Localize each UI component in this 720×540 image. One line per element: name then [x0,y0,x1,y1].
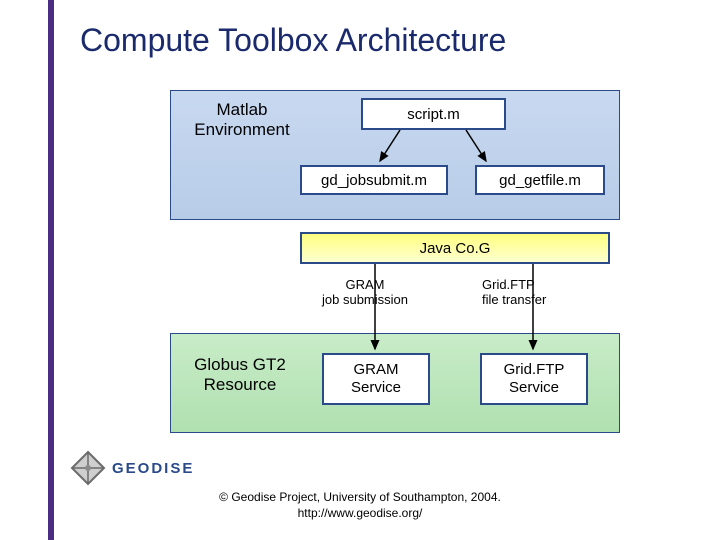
box-script: script.m [361,98,506,130]
box-javacog: Java Co.G [300,232,610,264]
box-gram-service: GRAM Service [322,353,430,405]
logo-text: GEODISE [112,460,194,477]
footer-logo: GEODISE [70,450,194,486]
left-rule [48,0,54,540]
matlab-label: Matlab Environment [182,100,302,141]
globus-label: Globus GT2 Resource [175,355,305,396]
box-jobsubmit: gd_jobsubmit.m [300,165,448,195]
copyright-line2: http://www.geodise.org/ [0,506,720,522]
label-gram-submission: GRAM job submission [300,278,430,308]
box-gridftp-service: Grid.FTP Service [480,353,588,405]
copyright-line1: © Geodise Project, University of Southam… [0,490,720,506]
label-gridftp-transfer: Grid.FTP file transfer [482,278,602,308]
copyright: © Geodise Project, University of Southam… [0,490,720,521]
page-title: Compute Toolbox Architecture [80,22,506,59]
box-getfile: gd_getfile.m [475,165,605,195]
geodise-icon [70,450,106,486]
